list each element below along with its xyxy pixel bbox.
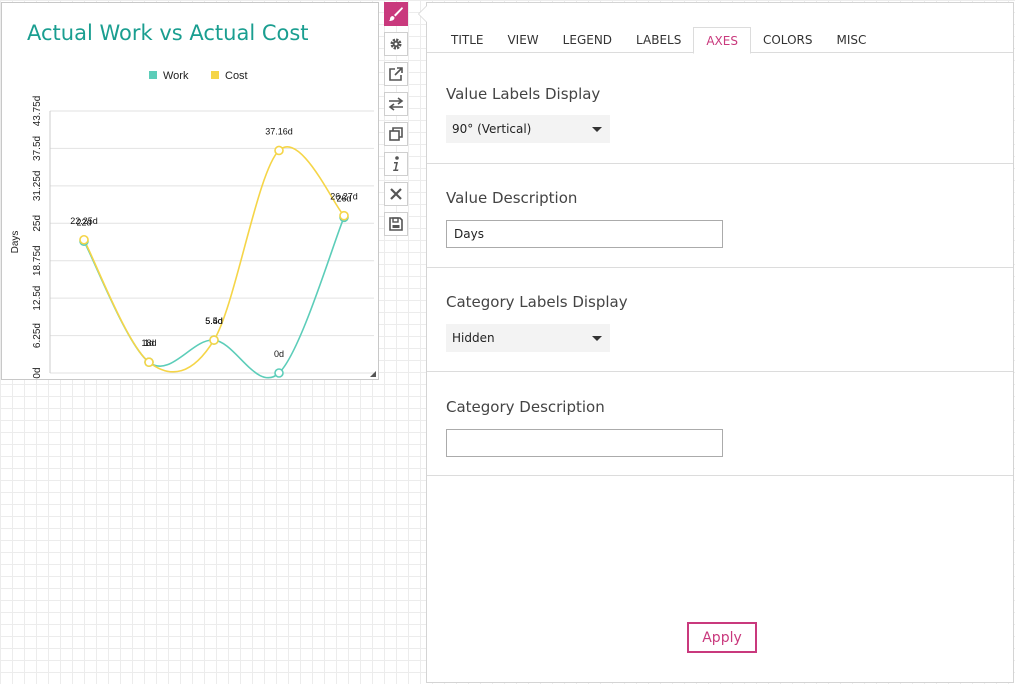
data-label: 5.4d [205, 316, 223, 326]
category-labels-display-select[interactable]: Hidden [446, 324, 610, 352]
chart-plot: 0d 6.25d 12.5d 18.75d 25d 31.25d 37.5d 43.75d Da… [10, 70, 374, 379]
category-labels-section: Category Labels Display Hidden [427, 268, 1013, 372]
legend-swatch [149, 71, 157, 79]
external-link-icon [389, 67, 403, 81]
y-tick-label: 18.75d [32, 245, 43, 276]
tab-legend[interactable]: LEGEND [562, 33, 613, 47]
duplicate-button[interactable] [384, 122, 408, 146]
chevron-down-icon [592, 127, 602, 132]
y-axis-title: Days [10, 231, 21, 254]
chart-title: Actual Work vs Actual Cost [27, 21, 309, 45]
chart-toolbar [384, 2, 410, 242]
category-labels-display-value: Hidden [452, 331, 495, 345]
data-point-cost [274, 145, 284, 156]
value-labels-section: Value Labels Display 90° (Vertical) [427, 54, 1013, 164]
save-button[interactable] [384, 212, 408, 236]
info-icon [393, 156, 399, 171]
value-description-input[interactable] [446, 220, 723, 248]
data-label: 22d [76, 217, 91, 227]
value-labels-display-select[interactable]: 90° (Vertical) [446, 115, 610, 143]
data-point-work [274, 368, 284, 378]
swap-axes-button[interactable] [384, 92, 408, 116]
format-button[interactable] [384, 2, 408, 26]
data-point-cost [339, 210, 349, 221]
tab-axes[interactable]: AXES [693, 27, 751, 54]
data-label: 5.5d [205, 316, 223, 326]
data-label: 26.27d [330, 192, 358, 202]
category-description-label: Category Description [446, 398, 605, 416]
delete-button[interactable] [384, 182, 408, 206]
copy-icon [389, 127, 403, 141]
data-point-cost [79, 234, 89, 245]
apply-button[interactable]: Apply [687, 622, 757, 653]
data-label: 1d [144, 338, 154, 348]
chart-card[interactable]: Actual Work vs Actual Cost 0d 6.25d 12.5d 1… [1, 2, 379, 380]
legend-swatch [211, 71, 219, 79]
series-line-work [83, 216, 345, 379]
y-tick-label: 12.5d [32, 286, 43, 311]
tab-misc[interactable]: MISC [836, 33, 867, 47]
tab-view[interactable]: VIEW [507, 33, 539, 47]
y-tick-label: 25d [32, 215, 43, 232]
y-tick-label: 31.25d [32, 171, 43, 202]
info-button[interactable] [384, 152, 408, 176]
series-line-cost [83, 146, 345, 373]
data-point-cost [144, 357, 154, 368]
chevron-down-icon [592, 336, 602, 341]
value-labels-display-label: Value Labels Display [446, 85, 601, 103]
category-description-section: Category Description [427, 372, 1013, 476]
category-labels-display-label: Category Labels Display [446, 293, 628, 311]
paintbrush-icon [389, 7, 403, 21]
settings-tabs: TITLE VIEW LEGEND LABELS AXES COLORS MIS… [427, 27, 1013, 54]
data-label: 37.16d [265, 126, 293, 136]
category-description-input[interactable] [446, 429, 723, 457]
tab-labels[interactable]: LABELS [636, 33, 682, 47]
legend-label: Work [163, 70, 189, 82]
tab-title[interactable]: TITLE [451, 33, 484, 47]
data-label: 0d [274, 349, 284, 359]
data-label: 26d [336, 193, 351, 203]
tab-colors[interactable]: COLORS [762, 33, 813, 47]
value-description-label: Value Description [446, 189, 578, 207]
y-tick-label: 37.5d [32, 136, 43, 161]
data-label: 22.25d [70, 216, 98, 226]
value-description-section: Value Description [427, 164, 1013, 268]
chart-settings-panel: TITLE VIEW LEGEND LABELS AXES COLORS MIS… [418, 2, 1014, 683]
value-labels-display-value: 90° (Vertical) [452, 122, 532, 136]
swap-arrows-icon [388, 97, 404, 111]
data-label: 18d [141, 338, 156, 348]
save-icon [389, 217, 403, 231]
data-point-cost [209, 335, 219, 345]
gear-icon [390, 38, 402, 50]
legend-label: Cost [225, 70, 248, 82]
y-tick-label: 6.25d [32, 323, 43, 348]
open-external-button[interactable] [384, 62, 408, 86]
y-tick-label: 0d [32, 367, 43, 378]
settings-button[interactable] [384, 32, 408, 56]
close-icon [390, 188, 402, 200]
y-tick-label: 43.75d [32, 96, 43, 127]
resize-handle[interactable] [370, 371, 376, 377]
